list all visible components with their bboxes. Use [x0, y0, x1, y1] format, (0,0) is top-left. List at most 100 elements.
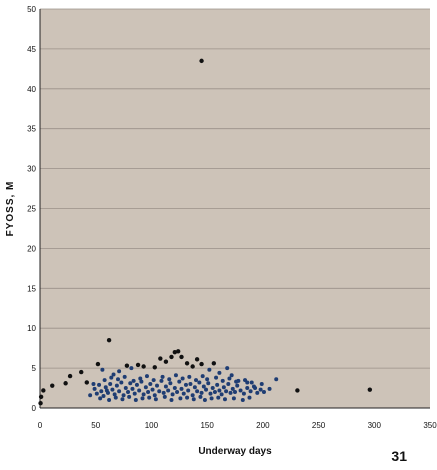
data-point: [172, 349, 178, 355]
data-point: [258, 387, 263, 392]
data-point: [92, 386, 97, 391]
data-point: [114, 383, 119, 388]
data-point: [168, 381, 173, 386]
data-point: [147, 395, 152, 400]
data-point: [190, 393, 195, 398]
data-point: [274, 377, 279, 382]
data-point: [183, 382, 188, 387]
x-tick-label: 250: [312, 421, 326, 430]
data-point: [227, 376, 232, 381]
data-point: [231, 396, 236, 401]
y-tick-label: 45: [27, 45, 36, 54]
data-point: [151, 378, 156, 383]
data-point: [204, 387, 209, 392]
data-point: [111, 372, 116, 377]
data-point: [186, 388, 191, 393]
data-point: [172, 386, 177, 391]
data-point: [131, 378, 136, 383]
data-point: [173, 373, 178, 378]
y-tick-label: 5: [32, 364, 37, 373]
data-point: [238, 388, 243, 393]
gridlines: [40, 8, 430, 369]
data-point: [205, 377, 210, 382]
data-point: [179, 354, 184, 360]
data-point: [247, 395, 252, 400]
data-point: [116, 377, 120, 382]
x-axis-title: Underway days: [198, 446, 272, 457]
data-point: [163, 384, 168, 389]
data-point: [245, 386, 250, 391]
data-point: [212, 390, 217, 395]
data-point: [112, 392, 117, 397]
data-point: [157, 389, 162, 394]
data-point: [200, 374, 205, 379]
data-point: [95, 361, 101, 367]
data-point: [201, 384, 206, 389]
data-point: [198, 394, 203, 399]
data-point: [199, 361, 204, 367]
data-point: [84, 380, 90, 385]
data-point: [175, 349, 181, 354]
x-tick-label: 50: [91, 421, 100, 430]
data-point: [101, 394, 106, 399]
data-point: [128, 381, 133, 386]
data-point: [248, 389, 253, 394]
data-point: [97, 382, 102, 387]
data-point: [50, 383, 55, 388]
data-point: [210, 386, 215, 391]
data-point: [117, 389, 122, 394]
y-tick-label: 35: [27, 125, 36, 134]
data-point: [240, 398, 245, 403]
y-axis-title: FYOSS, M: [5, 181, 16, 237]
data-point: [224, 389, 229, 394]
data-point: [194, 357, 200, 362]
data-point: [219, 392, 224, 397]
data-point: [222, 397, 227, 402]
y-tick-label: 40: [27, 85, 36, 94]
data-point: [184, 361, 190, 366]
data-point: [38, 394, 44, 400]
data-point: [107, 398, 112, 403]
data-point: [110, 387, 115, 392]
data-point: [194, 378, 198, 383]
page-number: 31: [391, 448, 407, 464]
y-tick-labels: 0 5 10 15 20 25 30 35 40 45 50: [27, 5, 36, 413]
data-point: [230, 386, 235, 391]
data-point: [153, 397, 158, 402]
data-point: [367, 387, 373, 392]
x-tick-labels: 0 50 100 150 200 250 300 350: [38, 421, 437, 430]
data-point: [123, 386, 128, 391]
data-point: [243, 378, 248, 383]
data-point: [100, 367, 105, 372]
data-point: [175, 390, 180, 395]
data-point: [217, 370, 222, 375]
data-point: [106, 337, 112, 343]
data-point: [181, 391, 186, 396]
data-point: [169, 398, 174, 403]
x-tick-label: 350: [423, 421, 437, 430]
data-point: [192, 385, 197, 390]
y-tick-label: 20: [27, 244, 36, 253]
y-tick-label: 10: [27, 324, 36, 333]
data-point: [187, 374, 192, 379]
data-point: [105, 390, 110, 395]
data-point: [67, 373, 73, 379]
data-point: [229, 373, 234, 378]
data-point: [188, 382, 193, 387]
data-point: [166, 388, 171, 393]
data-point: [103, 385, 108, 390]
data-point: [158, 356, 163, 361]
data-point: [220, 378, 225, 383]
data-point: [98, 396, 103, 401]
data-point: [137, 388, 142, 393]
data-point: [215, 382, 220, 387]
data-point: [197, 380, 202, 385]
data-point: [207, 367, 212, 372]
data-point: [133, 398, 138, 403]
data-point: [251, 384, 256, 389]
data-point: [195, 389, 200, 394]
data-point: [167, 377, 172, 382]
data-point: [94, 391, 99, 396]
data-point: [148, 382, 153, 387]
